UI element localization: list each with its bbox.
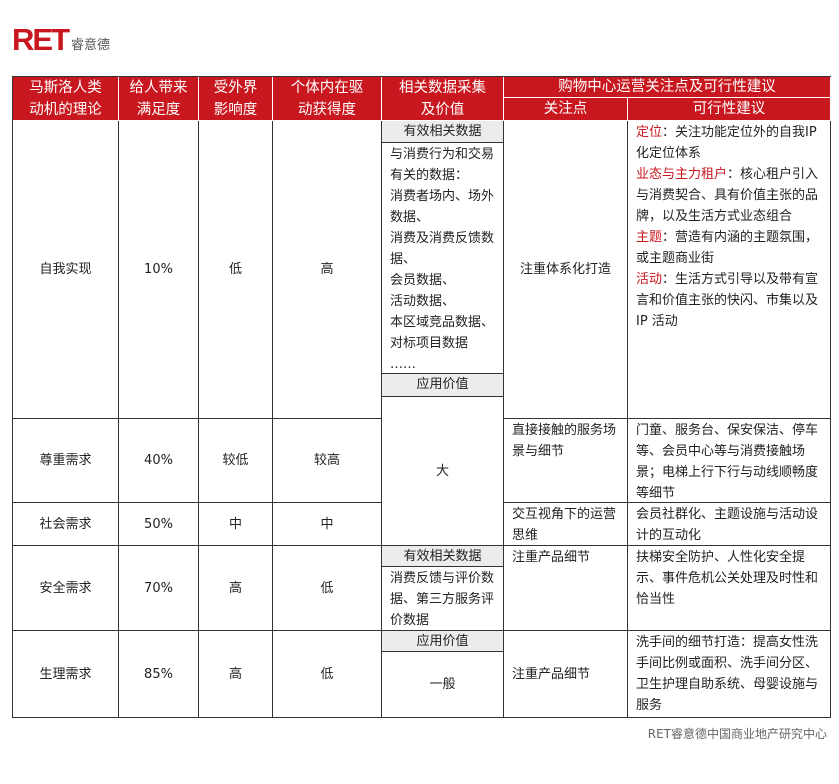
internal-cell: 中 bbox=[273, 503, 382, 546]
value-label: 应用价值 bbox=[382, 631, 504, 652]
header-text: 马斯洛人类 bbox=[29, 79, 102, 96]
focus-cell: 交互视角下的运营思维 bbox=[504, 503, 628, 546]
external-cell: 较低 bbox=[199, 419, 273, 503]
suggestion-text: ：核心租户引入与消费契合、具有价值主张的品牌，以及生活方式业态组合 bbox=[636, 167, 819, 224]
internal-cell: 高 bbox=[273, 121, 382, 419]
value-label: 应用价值 bbox=[382, 374, 504, 397]
logo: RET 睿意德 bbox=[12, 22, 111, 57]
data-item: …… bbox=[390, 357, 416, 372]
suggestion-cell: 定位：关注功能定位外的自我IP 化定位体系 业态与主力租户：核心租户引入与消费契… bbox=[628, 121, 831, 419]
header-text: 动获得度 bbox=[298, 101, 356, 118]
focus-cell: 注重产品细节 bbox=[504, 631, 628, 718]
header-focus: 关注点 bbox=[504, 98, 628, 121]
internal-cell: 较高 bbox=[273, 419, 382, 503]
need-cell: 自我实现 bbox=[13, 121, 119, 419]
satisfaction-cell: 40% bbox=[119, 419, 199, 503]
header-text: 受外界 bbox=[213, 79, 258, 96]
header-mall: 购物中心运营关注点及可行性建议 bbox=[504, 77, 831, 98]
data-item: 活动数据、 bbox=[390, 294, 456, 309]
suggestion-cell: 扶梯安全防护、人性化安全提示、事件危机公关处理及时性和恰当性 bbox=[628, 546, 831, 631]
external-cell: 中 bbox=[199, 503, 273, 546]
data-item: 消费者场内、场外数据、 bbox=[390, 189, 495, 225]
header-text: 及价值 bbox=[420, 101, 465, 118]
need-cell: 生理需求 bbox=[13, 631, 119, 718]
suggestion-key: 主题 bbox=[636, 230, 663, 245]
external-cell: 高 bbox=[199, 546, 273, 631]
header-text: 给人带来 bbox=[129, 79, 188, 96]
suggestion-item: 业态与主力租户：核心租户引入与消费契合、具有价值主张的品牌，以及生活方式业态组合 bbox=[636, 164, 822, 227]
data-item: 本区域竞品数据、 bbox=[390, 315, 495, 330]
suggestion-item: 定位：关注功能定位外的自我IP 化定位体系 bbox=[636, 122, 822, 164]
header-satisfaction: 给人带来 满足度 bbox=[119, 77, 199, 121]
satisfaction-cell: 10% bbox=[119, 121, 199, 419]
header-suggestion: 可行性建议 bbox=[628, 98, 831, 121]
header-text: 动机的理论 bbox=[29, 101, 102, 118]
satisfaction-cell: 70% bbox=[119, 546, 199, 631]
focus-cell: 注重体系化打造 bbox=[504, 121, 628, 419]
header-internal: 个体内在驱 动获得度 bbox=[273, 77, 382, 121]
suggestion-key: 活动 bbox=[636, 272, 663, 287]
satisfaction-cell: 85% bbox=[119, 631, 199, 718]
satisfaction-cell: 50% bbox=[119, 503, 199, 546]
data-item: 与消费行为和交易有关的数据： bbox=[390, 147, 495, 183]
suggestion-cell: 会员社群化、主题设施与活动设计的互动化 bbox=[628, 503, 831, 546]
value-cell: 大 bbox=[382, 397, 504, 546]
value-cell: 一般 bbox=[382, 652, 504, 718]
need-cell: 尊重需求 bbox=[13, 419, 119, 503]
focus-cell: 直接接触的服务场景与细节 bbox=[504, 419, 628, 503]
effective-data-label: 有效相关数据 bbox=[382, 121, 504, 143]
suggestion-key: 定位 bbox=[636, 125, 663, 140]
focus-cell: 注重产品细节 bbox=[504, 546, 628, 631]
data-items: 消费反馈与评价数据、第三方服务评价数据 bbox=[382, 567, 504, 631]
header-text: 相关数据采集 bbox=[399, 79, 486, 96]
effective-data-label: 有效相关数据 bbox=[382, 546, 504, 567]
suggestion-text: ：营造有内涵的主题氛围，或主题商业街 bbox=[636, 230, 819, 266]
header-text: 影响度 bbox=[213, 101, 258, 118]
internal-cell: 低 bbox=[273, 546, 382, 631]
need-cell: 社会需求 bbox=[13, 503, 119, 546]
logo-mark: RET bbox=[12, 22, 70, 57]
header-theory: 马斯洛人类动机的理论 bbox=[13, 77, 119, 121]
data-item: 消费及消费反馈数据、 bbox=[390, 231, 495, 267]
suggestion-item: 活动：生活方式引导以及带有宣言和价值主张的快闪、市集以及 IP 活动 bbox=[636, 269, 822, 332]
suggestion-cell: 门童、服务台、保安保洁、停车等、会员中心等与消费接触场景；电梯上行下行与动线顺畅… bbox=[628, 419, 831, 503]
logo-name: 睿意德 bbox=[71, 38, 111, 53]
external-cell: 高 bbox=[199, 631, 273, 718]
suggestion-cell: 洗手间的细节打造：提高女性洗手间比例或面积、洗手间分区、卫生护理自助系统、母婴设… bbox=[628, 631, 831, 718]
data-items: 与消费行为和交易有关的数据： 消费者场内、场外数据、 消费及消费反馈数据、 会员… bbox=[382, 143, 504, 374]
suggestion-item: 主题：营造有内涵的主题氛围，或主题商业街 bbox=[636, 227, 822, 269]
header-external: 受外界 影响度 bbox=[199, 77, 273, 121]
suggestion-text: ：关注功能定位外的自我IP 化定位体系 bbox=[636, 125, 817, 161]
external-cell: 低 bbox=[199, 121, 273, 419]
maslow-table: 马斯洛人类动机的理论 给人带来满足度 受外界影响度 个体内在驱动获得度 相关数据… bbox=[12, 76, 831, 718]
header-text: 满足度 bbox=[136, 101, 181, 118]
suggestion-text: ：生活方式引导以及带有宣言和价值主张的快闪、市集以及 IP 活动 bbox=[636, 272, 819, 329]
data-item: 会员数据、 bbox=[390, 273, 456, 288]
need-cell: 安全需求 bbox=[13, 546, 119, 631]
data-item: 对标项目数据 bbox=[390, 336, 469, 351]
internal-cell: 低 bbox=[273, 631, 382, 718]
header-data: 相关数据采集 及价值 bbox=[382, 77, 504, 121]
footer-source: RET睿意德中国商业地产研究中心 bbox=[647, 727, 827, 741]
suggestion-key: 业态与主力租户 bbox=[636, 167, 728, 182]
header-text: 个体内在驱 bbox=[290, 79, 364, 96]
